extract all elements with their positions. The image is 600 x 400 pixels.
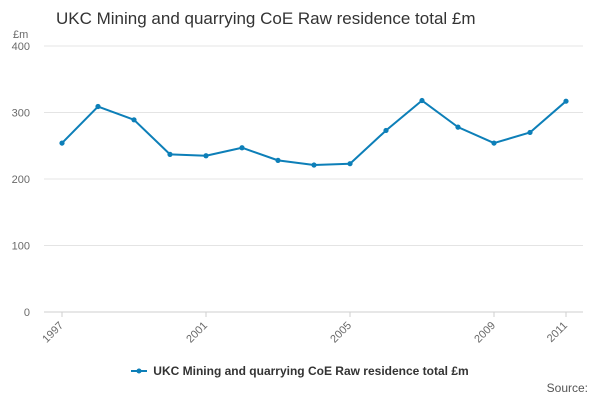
data-point[interactable] — [95, 103, 101, 110]
x-tick-label: 2011 — [545, 320, 570, 345]
legend-label: UKC Mining and quarrying CoE Raw residen… — [153, 364, 469, 378]
y-tick-label: 100 — [12, 241, 30, 253]
y-tick-label: 400 — [12, 41, 30, 53]
gridlines — [44, 45, 583, 313]
legend[interactable]: UKC Mining and quarrying CoE Raw residen… — [0, 364, 600, 378]
series-layer — [59, 97, 569, 168]
axes: 0 100 200 300 400 1997 2001 2005 2009 2011 — [12, 41, 570, 345]
series-line — [61, 99, 567, 167]
data-point[interactable] — [311, 162, 317, 168]
x-tick-label: 2009 — [472, 320, 498, 346]
source-label: Source: — [546, 381, 588, 395]
data-point[interactable] — [203, 153, 209, 159]
x-tick-label: 2001 — [184, 320, 210, 346]
chart-title: UKC Mining and quarrying CoE Raw residen… — [56, 9, 476, 28]
legend-swatch-icon — [131, 368, 148, 374]
y-tick-label: 200 — [12, 174, 30, 186]
data-point[interactable] — [275, 157, 281, 163]
data-point[interactable] — [455, 124, 461, 130]
data-point[interactable] — [239, 145, 245, 151]
x-tick-label: 1997 — [40, 320, 66, 346]
data-point[interactable] — [491, 140, 497, 146]
y-tick-label: 0 — [24, 307, 30, 319]
data-point[interactable] — [167, 151, 173, 157]
data-point[interactable] — [383, 127, 389, 134]
data-point[interactable] — [563, 98, 569, 104]
y-axis-unit-label: £m — [13, 29, 29, 41]
y-tick-label: 300 — [12, 108, 30, 120]
data-point[interactable] — [131, 117, 137, 123]
data-point[interactable] — [419, 97, 425, 104]
data-point[interactable] — [347, 161, 353, 167]
data-point[interactable] — [59, 140, 65, 146]
data-point[interactable] — [527, 129, 533, 136]
x-tick-label: 2005 — [328, 320, 354, 346]
